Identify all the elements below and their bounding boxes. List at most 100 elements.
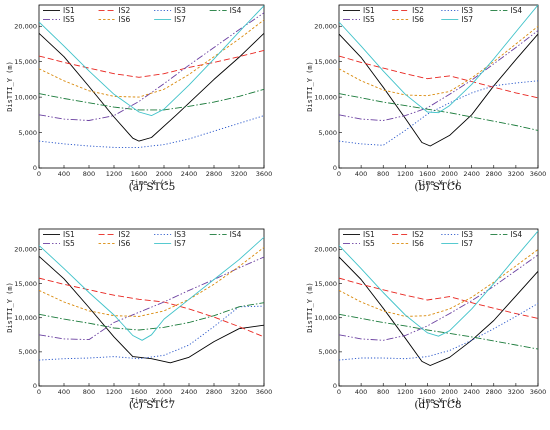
legend: IS1 IS2 IS3 IS4 IS5 IS6 IS7 — [343, 230, 522, 248]
series-line-is5 — [339, 254, 538, 341]
x-tick-label: 3600 — [256, 170, 273, 178]
series-line-is6 — [39, 19, 264, 98]
legend-label-is6: IS6 — [412, 239, 424, 248]
legend-label-is4: IS4 — [510, 230, 522, 239]
series-line-is1 — [39, 255, 264, 364]
series-lines — [39, 236, 264, 364]
legend-label-is7: IS7 — [461, 239, 473, 248]
x-axis-label: Time_X (s) — [417, 179, 459, 187]
y-tick-label: 0 — [33, 164, 37, 172]
legend-label-is1: IS1 — [363, 6, 375, 15]
x-axis-label: Time_X (s) — [130, 179, 172, 187]
x-tick-label: 2800 — [206, 388, 223, 396]
x-axis-label: Time_X (s) — [130, 397, 172, 405]
x-tick-label: 1600 — [419, 170, 436, 178]
y-tick-label: 20,000 — [14, 22, 37, 30]
x-tick-label: 0 — [337, 388, 341, 396]
legend-label-is3: IS3 — [174, 230, 186, 239]
x-tick-label: 2000 — [156, 170, 173, 178]
legend-label-is5: IS5 — [363, 15, 375, 24]
x-tick-label: 3200 — [508, 170, 525, 178]
legend-label-is2: IS2 — [412, 6, 424, 15]
x-tick-label: 1200 — [106, 388, 123, 396]
chart-panel-3: 0 400 800 1200 1600 2000 2400 2800 3200 3600 0 5,00… — [6, 228, 273, 411]
y-tick-label: 0 — [333, 382, 337, 390]
series-line-is3 — [39, 305, 264, 361]
series-lines — [339, 230, 538, 366]
series-line-is5 — [39, 12, 264, 121]
legend-label-is4: IS4 — [230, 6, 242, 15]
legend-label-is2: IS2 — [412, 230, 424, 239]
series-line-is1 — [339, 33, 538, 147]
x-tick-label: 0 — [37, 170, 41, 178]
x-tick-label: 400 — [355, 388, 367, 396]
x-tick-label: 2400 — [181, 170, 198, 178]
y-tick-label: 0 — [333, 164, 337, 172]
series-line-is3 — [39, 115, 264, 148]
y-axis-label: DisTTI_Y (m) — [306, 61, 314, 112]
chart-caption: (a) STC5 — [129, 181, 176, 193]
x-tick-label: 1600 — [419, 388, 436, 396]
plot-frame — [38, 228, 265, 387]
series-line-is2 — [339, 55, 538, 99]
x-tick-label: 2800 — [486, 170, 503, 178]
legend-label-is1: IS1 — [63, 230, 75, 239]
x-tick-label: 1200 — [397, 170, 414, 178]
y-tick-label: 15,000 — [314, 280, 337, 288]
chart-panel-2: 0 400 800 1200 1600 2000 2400 2800 3200 3600 0 5,00… — [306, 4, 547, 193]
legend-label-is1: IS1 — [63, 6, 75, 15]
x-tick-label: 400 — [355, 170, 367, 178]
series-line-is7 — [39, 5, 264, 117]
series-line-is2 — [39, 277, 264, 338]
legend-label-is6: IS6 — [119, 239, 131, 248]
legend: IS1 IS2 IS3 IS4 IS5 IS6 IS7 — [43, 6, 242, 24]
legend-label-is5: IS5 — [63, 239, 75, 248]
y-tick-label: 20,000 — [314, 22, 337, 30]
x-tick-label: 2400 — [463, 170, 480, 178]
y-tick-label: 5,000 — [18, 129, 37, 137]
series-line-is5 — [39, 256, 264, 341]
legend-label-is7: IS7 — [174, 239, 186, 248]
series-line-is7 — [339, 230, 538, 337]
plot-frame — [338, 228, 539, 387]
x-tick-label: 0 — [37, 388, 41, 396]
legend-label-is1: IS1 — [363, 230, 375, 239]
series-line-is4 — [339, 313, 538, 350]
x-tick-label: 2400 — [181, 388, 198, 396]
x-tick-label: 1600 — [131, 170, 148, 178]
legend-label-is6: IS6 — [412, 15, 424, 24]
x-tick-label: 800 — [377, 170, 389, 178]
y-tick-label: 5,000 — [18, 348, 37, 356]
x-tick-label: 800 — [83, 388, 95, 396]
series-line-is4 — [39, 88, 264, 111]
legend-label-is4: IS4 — [510, 6, 522, 15]
legend-label-is3: IS3 — [174, 6, 186, 15]
legend-label-is7: IS7 — [461, 15, 473, 24]
x-tick-label: 2000 — [441, 170, 458, 178]
y-tick-label: 5,000 — [318, 348, 337, 356]
x-tick-label: 0 — [337, 170, 341, 178]
series-line-is7 — [39, 236, 264, 341]
y-tick-label: 15,000 — [14, 58, 37, 66]
legend-label-is3: IS3 — [461, 6, 473, 15]
series-line-is1 — [39, 32, 264, 142]
x-tick-label: 2000 — [441, 388, 458, 396]
series-line-is4 — [339, 93, 538, 131]
x-tick-label: 3200 — [231, 388, 248, 396]
y-axis-label: DisTTI_Y (m) — [6, 282, 14, 333]
chart-caption: (c) STC7 — [129, 399, 175, 411]
legend-label-is3: IS3 — [461, 230, 473, 239]
legend-label-is4: IS4 — [230, 230, 242, 239]
x-tick-label: 3600 — [530, 170, 547, 178]
x-tick-label: 3200 — [508, 388, 525, 396]
x-tick-label: 800 — [83, 170, 95, 178]
legend: IS1 IS2 IS3 IS4 IS5 IS6 IS7 — [43, 230, 242, 248]
y-axis-label: DisTTI_Y (m) — [6, 61, 14, 112]
x-tick-label: 1200 — [106, 170, 123, 178]
x-tick-label: 3600 — [256, 388, 273, 396]
x-tick-label: 2800 — [486, 388, 503, 396]
legend-label-is5: IS5 — [63, 15, 75, 24]
series-lines — [39, 5, 264, 148]
legend-label-is5: IS5 — [363, 239, 375, 248]
